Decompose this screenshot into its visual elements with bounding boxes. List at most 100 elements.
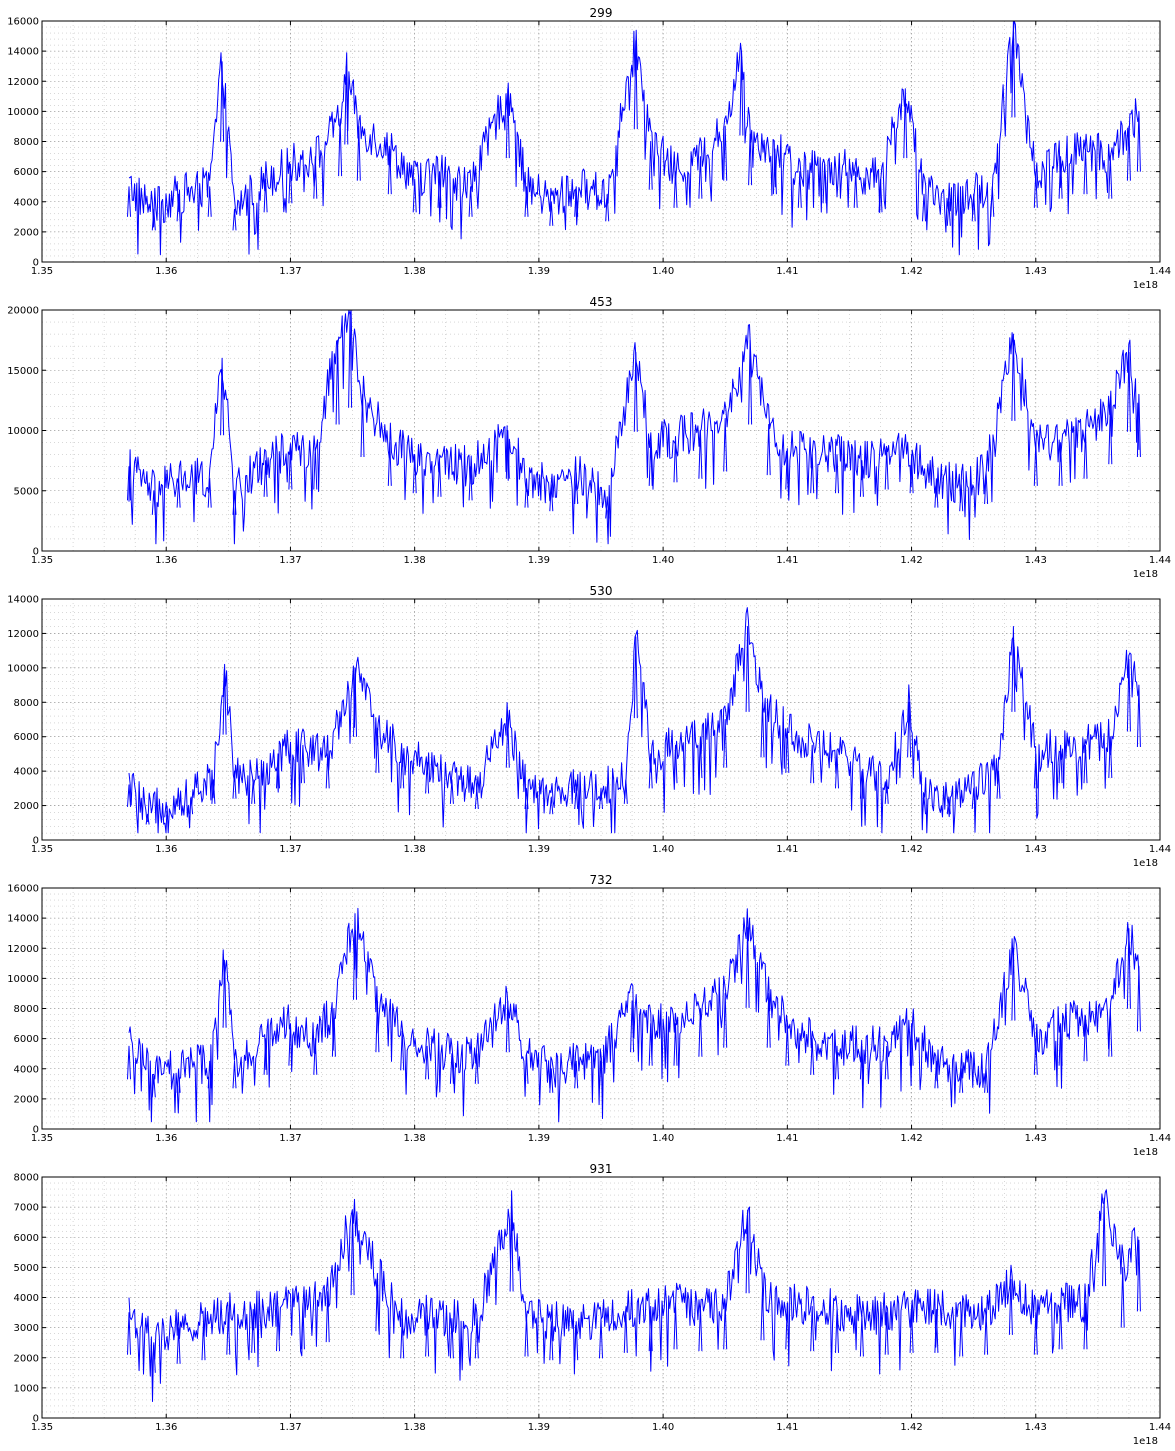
series-peak xyxy=(127,784,131,807)
series-peak xyxy=(468,466,473,501)
y-tick-label: 6000 xyxy=(14,732,39,743)
series-peak xyxy=(412,454,417,494)
series-peak xyxy=(745,626,750,712)
x-tick-label: 1.41 xyxy=(776,1422,798,1433)
series-peak xyxy=(946,201,951,226)
series-peak xyxy=(164,801,169,818)
series-peak xyxy=(505,88,510,159)
series-peak xyxy=(859,460,864,497)
series-peak xyxy=(574,1321,579,1361)
series-peak xyxy=(723,992,728,1048)
x-tick-label: 1.40 xyxy=(652,1133,674,1144)
series-peak xyxy=(400,753,405,789)
y-tick-label: 6000 xyxy=(14,167,39,178)
series-peak xyxy=(934,478,939,508)
subplot-title: 453 xyxy=(590,295,613,309)
series-peak xyxy=(325,753,330,789)
series-peak xyxy=(350,1212,355,1296)
y-tick-label: 10000 xyxy=(7,426,39,437)
series-peak xyxy=(400,1318,405,1359)
series-peak xyxy=(835,454,839,494)
y-tick-label: 2000 xyxy=(14,1094,39,1105)
y-tick-label: 4000 xyxy=(14,197,39,208)
x-offset-label: 1e18 xyxy=(1133,1436,1158,1447)
series-peak xyxy=(151,490,156,515)
series-peak xyxy=(232,1060,237,1089)
x-tick-label: 1.39 xyxy=(528,1133,550,1144)
y-tick-label: 12000 xyxy=(7,77,39,88)
series-peak xyxy=(630,1000,635,1053)
series-peak xyxy=(623,779,628,804)
series-peak xyxy=(1126,658,1131,732)
x-tick-label: 1.44 xyxy=(1149,266,1171,277)
series-peak xyxy=(348,311,353,408)
series-peak xyxy=(648,442,653,486)
series-peak xyxy=(574,472,579,505)
x-offset-label: 1e18 xyxy=(1133,280,1158,291)
y-tick-label: 0 xyxy=(33,1125,39,1136)
subplot-title: 299 xyxy=(590,6,613,20)
series-peak xyxy=(739,50,744,136)
y-tick-label: 14000 xyxy=(7,595,39,606)
series-peak xyxy=(748,339,753,425)
series-peak xyxy=(524,478,529,508)
series-peak xyxy=(207,186,212,217)
x-tick-label: 1.38 xyxy=(404,555,426,566)
series-peak xyxy=(276,753,280,789)
series-peak xyxy=(505,1000,510,1053)
series-peak xyxy=(313,1038,318,1075)
series-peak xyxy=(785,727,790,773)
y-tick-label: 3000 xyxy=(14,1323,39,1334)
series-peak xyxy=(300,744,305,784)
subplot-title: 931 xyxy=(590,1162,613,1176)
series-peak xyxy=(909,1023,914,1066)
series-peak xyxy=(524,1315,529,1357)
series-peak xyxy=(151,1342,156,1373)
series-peak xyxy=(232,208,237,231)
series-peak xyxy=(437,460,442,497)
series-peak xyxy=(884,1312,889,1355)
series-peak xyxy=(745,1209,750,1294)
series-peak xyxy=(648,753,653,789)
series-peak xyxy=(922,193,926,222)
series-peak xyxy=(468,186,473,217)
series-peak xyxy=(1058,744,1063,784)
series-peak xyxy=(984,1312,989,1355)
x-tick-label: 1.37 xyxy=(279,1133,301,1144)
series-peak xyxy=(785,1303,790,1350)
y-tick-label: 8000 xyxy=(14,698,39,709)
series-peak xyxy=(220,61,225,142)
series-peak xyxy=(984,1068,989,1093)
series-peak xyxy=(648,141,653,190)
series-peak xyxy=(549,201,554,226)
x-tick-label: 1.39 xyxy=(528,555,550,566)
series-peak xyxy=(959,484,964,512)
y-tick-label: 5000 xyxy=(14,486,39,497)
y-tick-label: 8000 xyxy=(14,1004,39,1015)
x-tick-label: 1.38 xyxy=(404,266,426,277)
series-peak xyxy=(971,193,976,222)
series-peak xyxy=(1008,1278,1013,1335)
y-tick-label: 16000 xyxy=(7,17,39,28)
x-tick-label: 1.36 xyxy=(155,266,177,277)
series-peak xyxy=(946,796,951,815)
series-peak xyxy=(673,1303,678,1350)
series-peak xyxy=(959,1315,964,1357)
series-peak xyxy=(745,926,750,1008)
series-peak xyxy=(356,125,361,181)
series-peak xyxy=(884,1045,889,1080)
series-line xyxy=(128,309,1140,545)
series-peak xyxy=(760,701,765,758)
series-peak xyxy=(859,1315,864,1357)
series-peak xyxy=(360,393,365,458)
series-peak xyxy=(723,719,728,768)
series-peak xyxy=(785,1023,790,1066)
plot-frame xyxy=(41,598,1161,841)
series-peak xyxy=(996,770,1001,799)
series-peak xyxy=(176,1068,181,1093)
x-tick-label: 1.42 xyxy=(900,266,922,277)
series-peak xyxy=(400,1030,405,1071)
x-tick-label: 1.41 xyxy=(776,555,798,566)
x-tick-label: 1.39 xyxy=(528,1422,550,1433)
series-peak xyxy=(474,787,479,810)
